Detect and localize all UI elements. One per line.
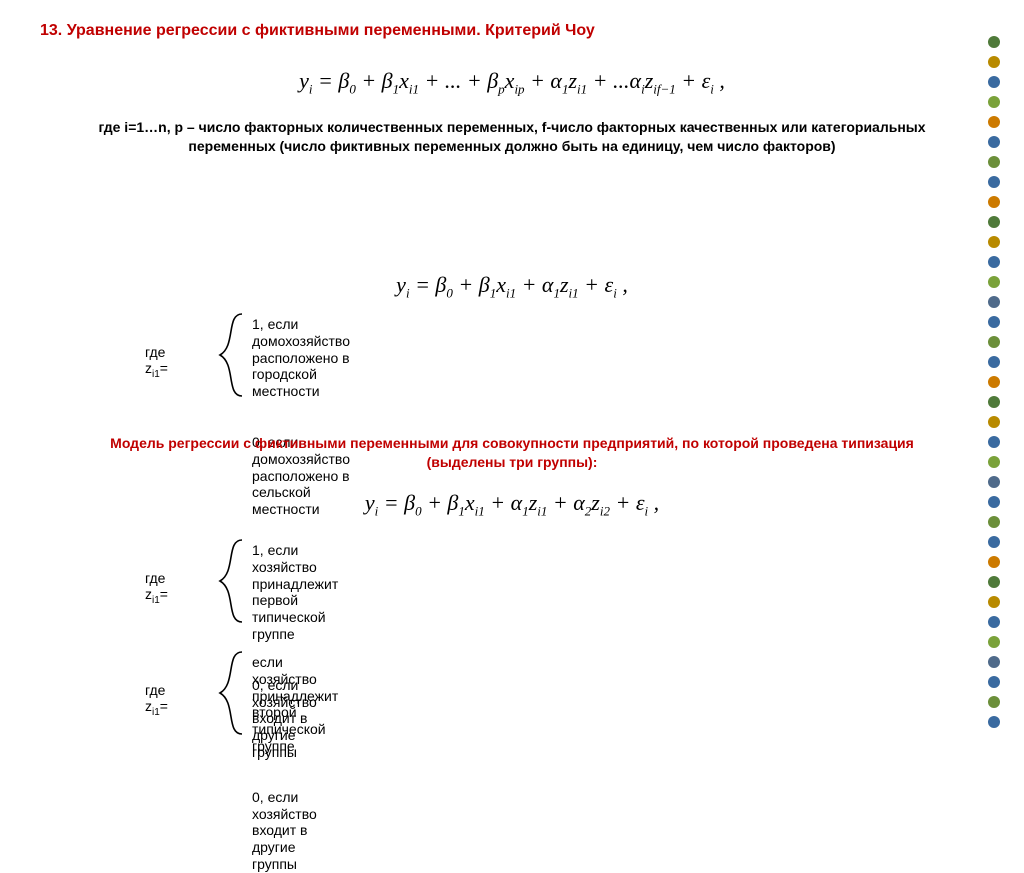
decor-dot bbox=[988, 436, 1000, 448]
decor-dot bbox=[988, 116, 1000, 128]
decor-dot bbox=[988, 716, 1000, 728]
decor-dot bbox=[988, 276, 1000, 288]
decor-dot bbox=[988, 616, 1000, 628]
decor-dot bbox=[988, 96, 1000, 108]
decor-dot bbox=[988, 336, 1000, 348]
decor-dot bbox=[988, 596, 1000, 608]
case-2-line-1: 1, если хозяйство принадлежит первой тип… bbox=[252, 542, 338, 643]
decor-dot bbox=[988, 496, 1000, 508]
decor-dot bbox=[988, 356, 1000, 368]
decor-dot bbox=[988, 56, 1000, 68]
decor-dot bbox=[988, 176, 1000, 188]
decor-dot bbox=[988, 296, 1000, 308]
decor-dot bbox=[988, 396, 1000, 408]
decor-dot bbox=[988, 656, 1000, 668]
decor-dot bbox=[988, 376, 1000, 388]
decorative-dots-column bbox=[982, 36, 1006, 736]
decor-dot bbox=[988, 416, 1000, 428]
decor-dot bbox=[988, 536, 1000, 548]
page-title: 13. Уравнение регрессии с фиктивными пер… bbox=[40, 22, 595, 40]
decor-dot bbox=[988, 636, 1000, 648]
decor-dot bbox=[988, 216, 1000, 228]
decor-dot bbox=[988, 316, 1000, 328]
description-paragraph: где i=1…n, p – число факторных количеств… bbox=[80, 118, 944, 156]
decor-dot bbox=[988, 76, 1000, 88]
decor-dot bbox=[988, 676, 1000, 688]
equation-1: yi = β0 + β1xi1 + ... + βpxip + α1zi1 + … bbox=[0, 68, 1024, 97]
case-3-line-2: 0, если хозяйство входит в другие группы bbox=[252, 789, 338, 873]
decor-dot bbox=[988, 556, 1000, 568]
decor-dot bbox=[988, 36, 1000, 48]
decor-dot bbox=[988, 576, 1000, 588]
decor-dot bbox=[988, 516, 1000, 528]
decor-dot bbox=[988, 256, 1000, 268]
brace-icon bbox=[218, 312, 248, 398]
decor-dot bbox=[988, 136, 1000, 148]
equation-3: yi = β0 + β1xi1 + α1zi1 + α2zi2 + εi , bbox=[0, 490, 1024, 519]
brace-icon bbox=[218, 650, 248, 736]
decor-dot bbox=[988, 456, 1000, 468]
model-description-red: Модель регрессии с фиктивными переменным… bbox=[80, 434, 944, 472]
case-1-line-1: 1, если домохозяйство расположено в горо… bbox=[252, 316, 350, 400]
case-lines-1: 1, если домохозяйство расположено в горо… bbox=[252, 316, 350, 518]
where-label-3: где zi1= bbox=[145, 682, 190, 718]
case-3-line-1: если хозяйство принадлежит второй типиче… bbox=[252, 654, 338, 755]
brace-icon bbox=[218, 538, 248, 624]
decor-dot bbox=[988, 196, 1000, 208]
decor-dot bbox=[988, 156, 1000, 168]
case-lines-3: если хозяйство принадлежит второй типиче… bbox=[252, 654, 338, 873]
where-label-1: где zi1= bbox=[145, 344, 190, 380]
where-label-2: где zi1= bbox=[145, 570, 190, 606]
decor-dot bbox=[988, 236, 1000, 248]
decor-dot bbox=[988, 476, 1000, 488]
decor-dot bbox=[988, 696, 1000, 708]
equation-2: yi = β0 + β1xi1 + α1zi1 + εi , bbox=[0, 272, 1024, 301]
